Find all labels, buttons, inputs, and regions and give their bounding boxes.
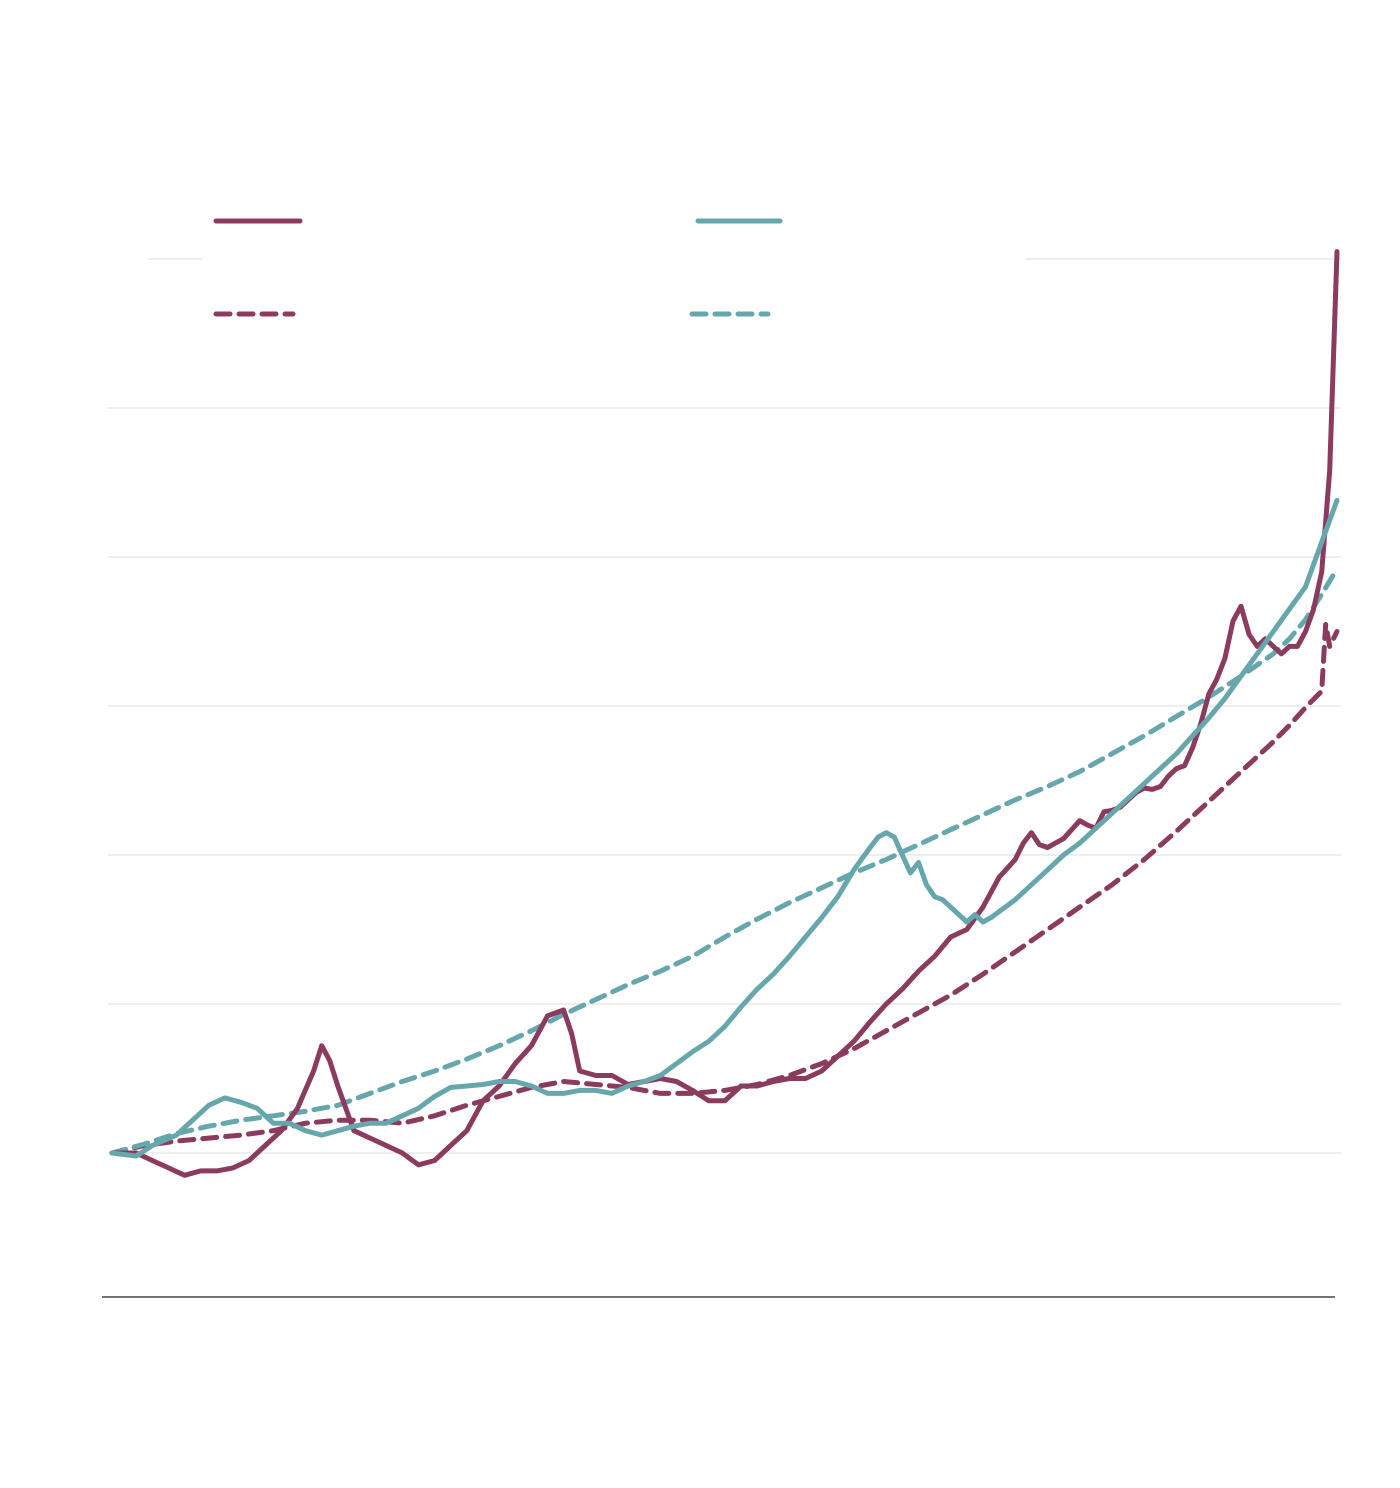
series-line-dashed bbox=[109, 621, 1340, 1156]
legend bbox=[213, 218, 783, 317]
grid bbox=[108, 258, 1341, 1154]
series-line-solid bbox=[109, 249, 1340, 1178]
series-line-solid bbox=[109, 497, 1340, 1159]
legend-mask-rect bbox=[202, 140, 1025, 350]
legend-background bbox=[202, 140, 1025, 350]
series-line-dashed bbox=[109, 566, 1340, 1156]
series bbox=[109, 249, 1340, 1178]
